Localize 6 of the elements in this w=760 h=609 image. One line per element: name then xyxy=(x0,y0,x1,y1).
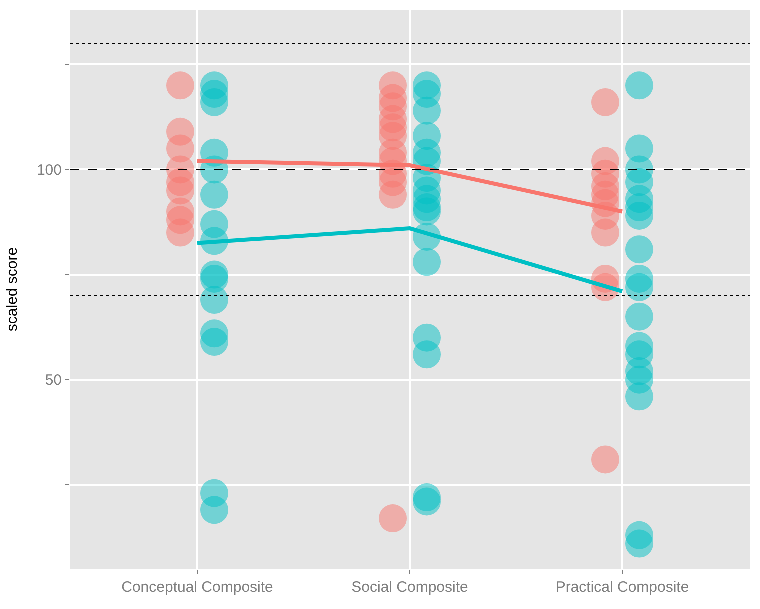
y-tick-label: 50 xyxy=(45,372,62,390)
y-tick-label: 100 xyxy=(36,162,62,179)
x-tick-label: Practical Composite xyxy=(556,579,690,596)
y-axis-title: scaled score xyxy=(4,247,22,332)
x-tick-label: Social Composite xyxy=(352,579,468,596)
x-tick-label: Conceptual Composite xyxy=(122,579,274,596)
